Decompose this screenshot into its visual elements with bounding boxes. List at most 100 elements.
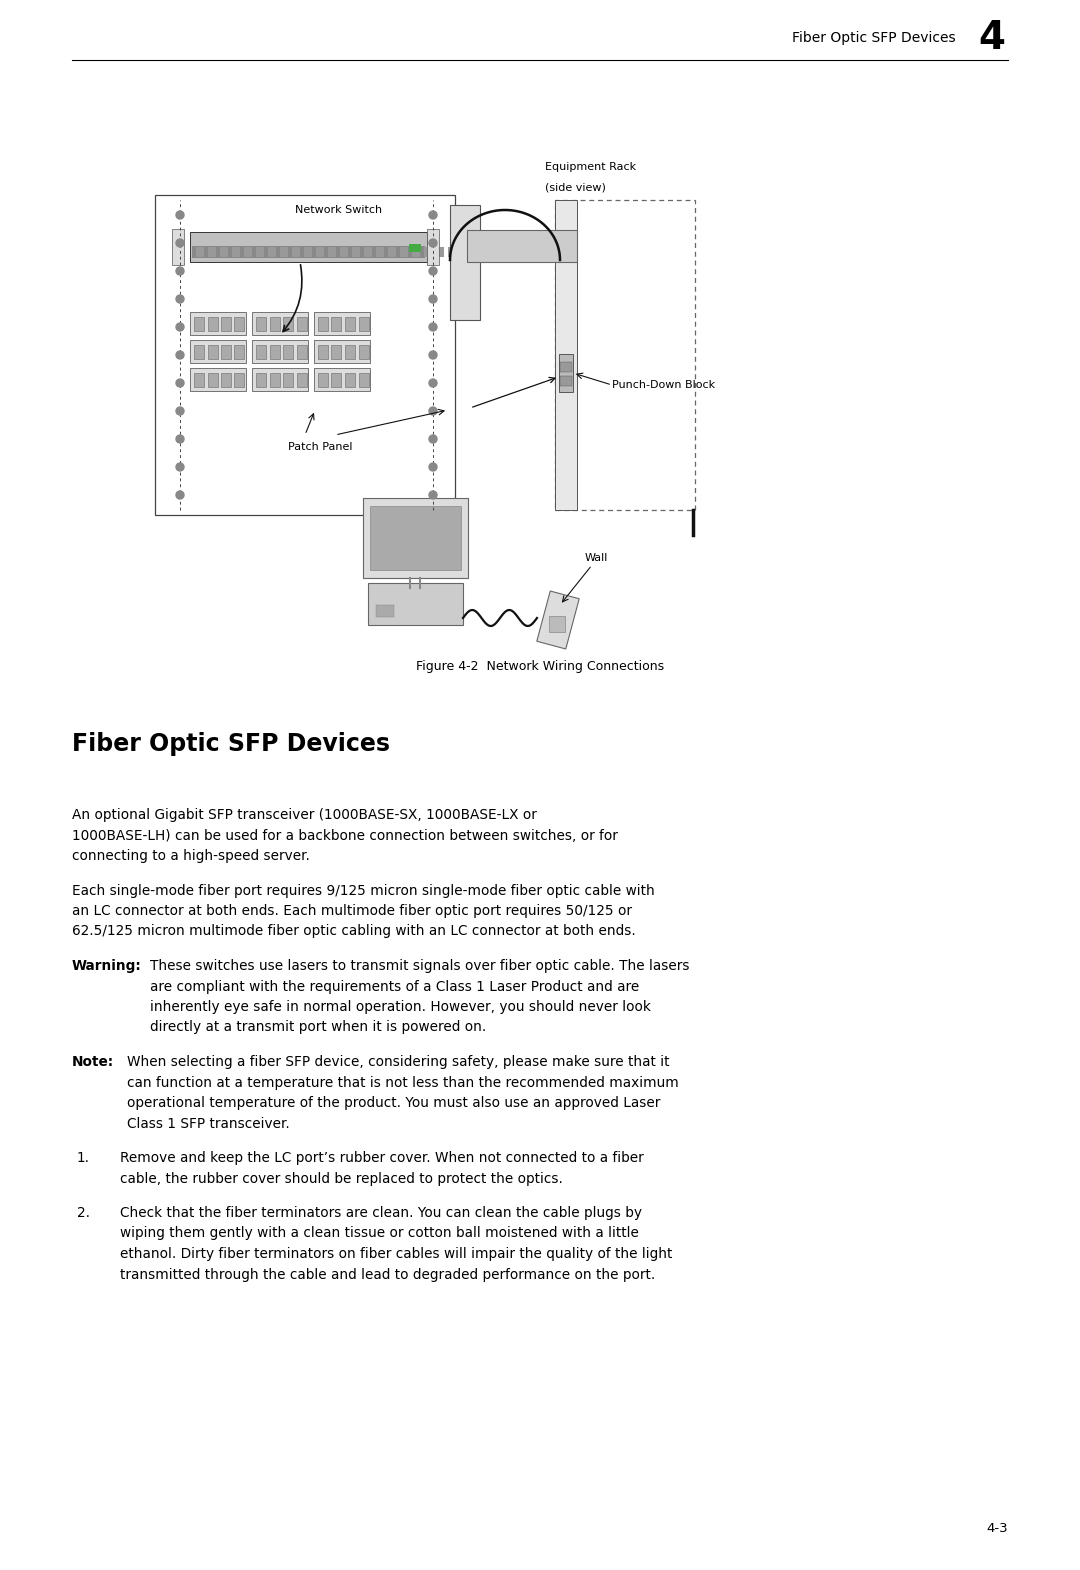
Text: an LC connector at both ends. Each multimode fiber optic port requires 50/125 or: an LC connector at both ends. Each multi… — [72, 904, 632, 918]
Bar — [256, 345, 266, 360]
Text: Wall: Wall — [585, 553, 608, 564]
Text: An optional Gigabit SFP transceiver (1000BASE-SX, 1000BASE-LX or: An optional Gigabit SFP transceiver (100… — [72, 809, 537, 823]
Circle shape — [429, 435, 437, 443]
Bar — [190, 232, 427, 262]
Circle shape — [176, 210, 184, 218]
Bar — [467, 229, 577, 262]
Bar — [234, 345, 244, 360]
Bar — [172, 229, 184, 265]
Bar — [364, 246, 372, 257]
Bar — [359, 317, 368, 331]
Bar — [156, 195, 455, 515]
Circle shape — [176, 491, 184, 499]
Circle shape — [429, 267, 437, 275]
Bar — [359, 374, 368, 386]
Circle shape — [176, 239, 184, 246]
Bar — [297, 345, 307, 360]
Bar — [450, 206, 480, 320]
Bar — [400, 246, 408, 257]
Circle shape — [429, 295, 437, 303]
Bar — [328, 246, 336, 257]
Text: transmitted through the cable and lead to degraded performance on the port.: transmitted through the cable and lead t… — [120, 1267, 656, 1281]
Text: can function at a temperature that is not less than the recommended maximum: can function at a temperature that is no… — [127, 1075, 678, 1090]
Bar — [207, 317, 217, 331]
Circle shape — [176, 463, 184, 471]
Text: are compliant with the requirements of a Class 1 Laser Product and are: are compliant with the requirements of a… — [150, 980, 639, 994]
Bar — [409, 243, 421, 253]
Bar — [427, 229, 438, 265]
Bar — [376, 604, 393, 617]
Circle shape — [429, 491, 437, 499]
Text: Equipment Rack: Equipment Rack — [545, 162, 636, 173]
Bar — [369, 506, 460, 570]
Text: Fiber Optic SFP Devices: Fiber Optic SFP Devices — [72, 732, 390, 757]
Bar — [220, 246, 228, 257]
Circle shape — [176, 435, 184, 443]
Bar — [332, 317, 341, 331]
Bar — [190, 341, 246, 363]
Text: ethanol. Dirty fiber terminators on fiber cables will impair the quality of the : ethanol. Dirty fiber terminators on fibe… — [120, 1247, 673, 1261]
Bar — [256, 374, 266, 386]
Text: Note:: Note: — [72, 1055, 114, 1069]
Text: Class 1 SFP transceiver.: Class 1 SFP transceiver. — [127, 1116, 289, 1130]
Bar — [314, 341, 370, 363]
Bar — [208, 246, 216, 257]
Text: (side view): (side view) — [545, 182, 606, 192]
Bar — [268, 246, 276, 257]
Bar — [297, 317, 307, 331]
Bar — [207, 345, 217, 360]
Bar — [270, 374, 280, 386]
Bar — [537, 590, 579, 648]
Bar — [561, 375, 572, 386]
Bar — [194, 374, 204, 386]
Bar — [332, 345, 341, 360]
Bar — [252, 312, 308, 334]
Text: Warning:: Warning: — [72, 959, 141, 973]
Circle shape — [429, 239, 437, 246]
Bar — [194, 345, 204, 360]
Circle shape — [429, 210, 437, 218]
Bar — [270, 317, 280, 331]
Bar — [549, 615, 565, 633]
Text: Network Switch: Network Switch — [295, 206, 382, 215]
Bar — [472, 246, 480, 257]
Bar — [316, 246, 324, 257]
Bar — [283, 345, 293, 360]
Bar — [256, 246, 264, 257]
Bar — [283, 317, 293, 331]
Bar — [195, 246, 204, 257]
Circle shape — [176, 378, 184, 386]
Text: These switches use lasers to transmit signals over fiber optic cable. The lasers: These switches use lasers to transmit si… — [150, 959, 689, 973]
Circle shape — [176, 407, 184, 414]
Bar — [190, 312, 246, 334]
Bar — [376, 246, 384, 257]
Text: Remove and keep the LC port’s rubber cover. When not connected to a fiber: Remove and keep the LC port’s rubber cov… — [120, 1151, 644, 1165]
Bar — [283, 374, 293, 386]
Bar — [555, 199, 577, 510]
Bar — [559, 353, 573, 392]
Bar — [190, 367, 246, 391]
Bar — [270, 345, 280, 360]
Bar — [460, 246, 468, 257]
Text: Punch-Down Block: Punch-Down Block — [612, 380, 715, 389]
Circle shape — [429, 378, 437, 386]
Bar — [318, 374, 328, 386]
Bar — [244, 246, 252, 257]
Bar — [221, 317, 231, 331]
Text: Fiber Optic SFP Devices: Fiber Optic SFP Devices — [793, 31, 956, 46]
Text: wiping them gently with a clean tissue or cotton ball moistened with a little: wiping them gently with a clean tissue o… — [120, 1226, 639, 1240]
Bar — [280, 246, 288, 257]
Text: 1.: 1. — [77, 1151, 90, 1165]
Text: operational temperature of the product. You must also use an approved Laser: operational temperature of the product. … — [127, 1096, 660, 1110]
Bar — [252, 367, 308, 391]
Bar — [192, 246, 426, 257]
Bar — [345, 345, 355, 360]
Circle shape — [176, 267, 184, 275]
Text: 4-3: 4-3 — [986, 1521, 1008, 1535]
Bar — [555, 199, 696, 510]
Bar — [411, 246, 420, 257]
Bar — [194, 317, 204, 331]
Circle shape — [429, 407, 437, 414]
Circle shape — [176, 352, 184, 360]
Bar — [234, 374, 244, 386]
